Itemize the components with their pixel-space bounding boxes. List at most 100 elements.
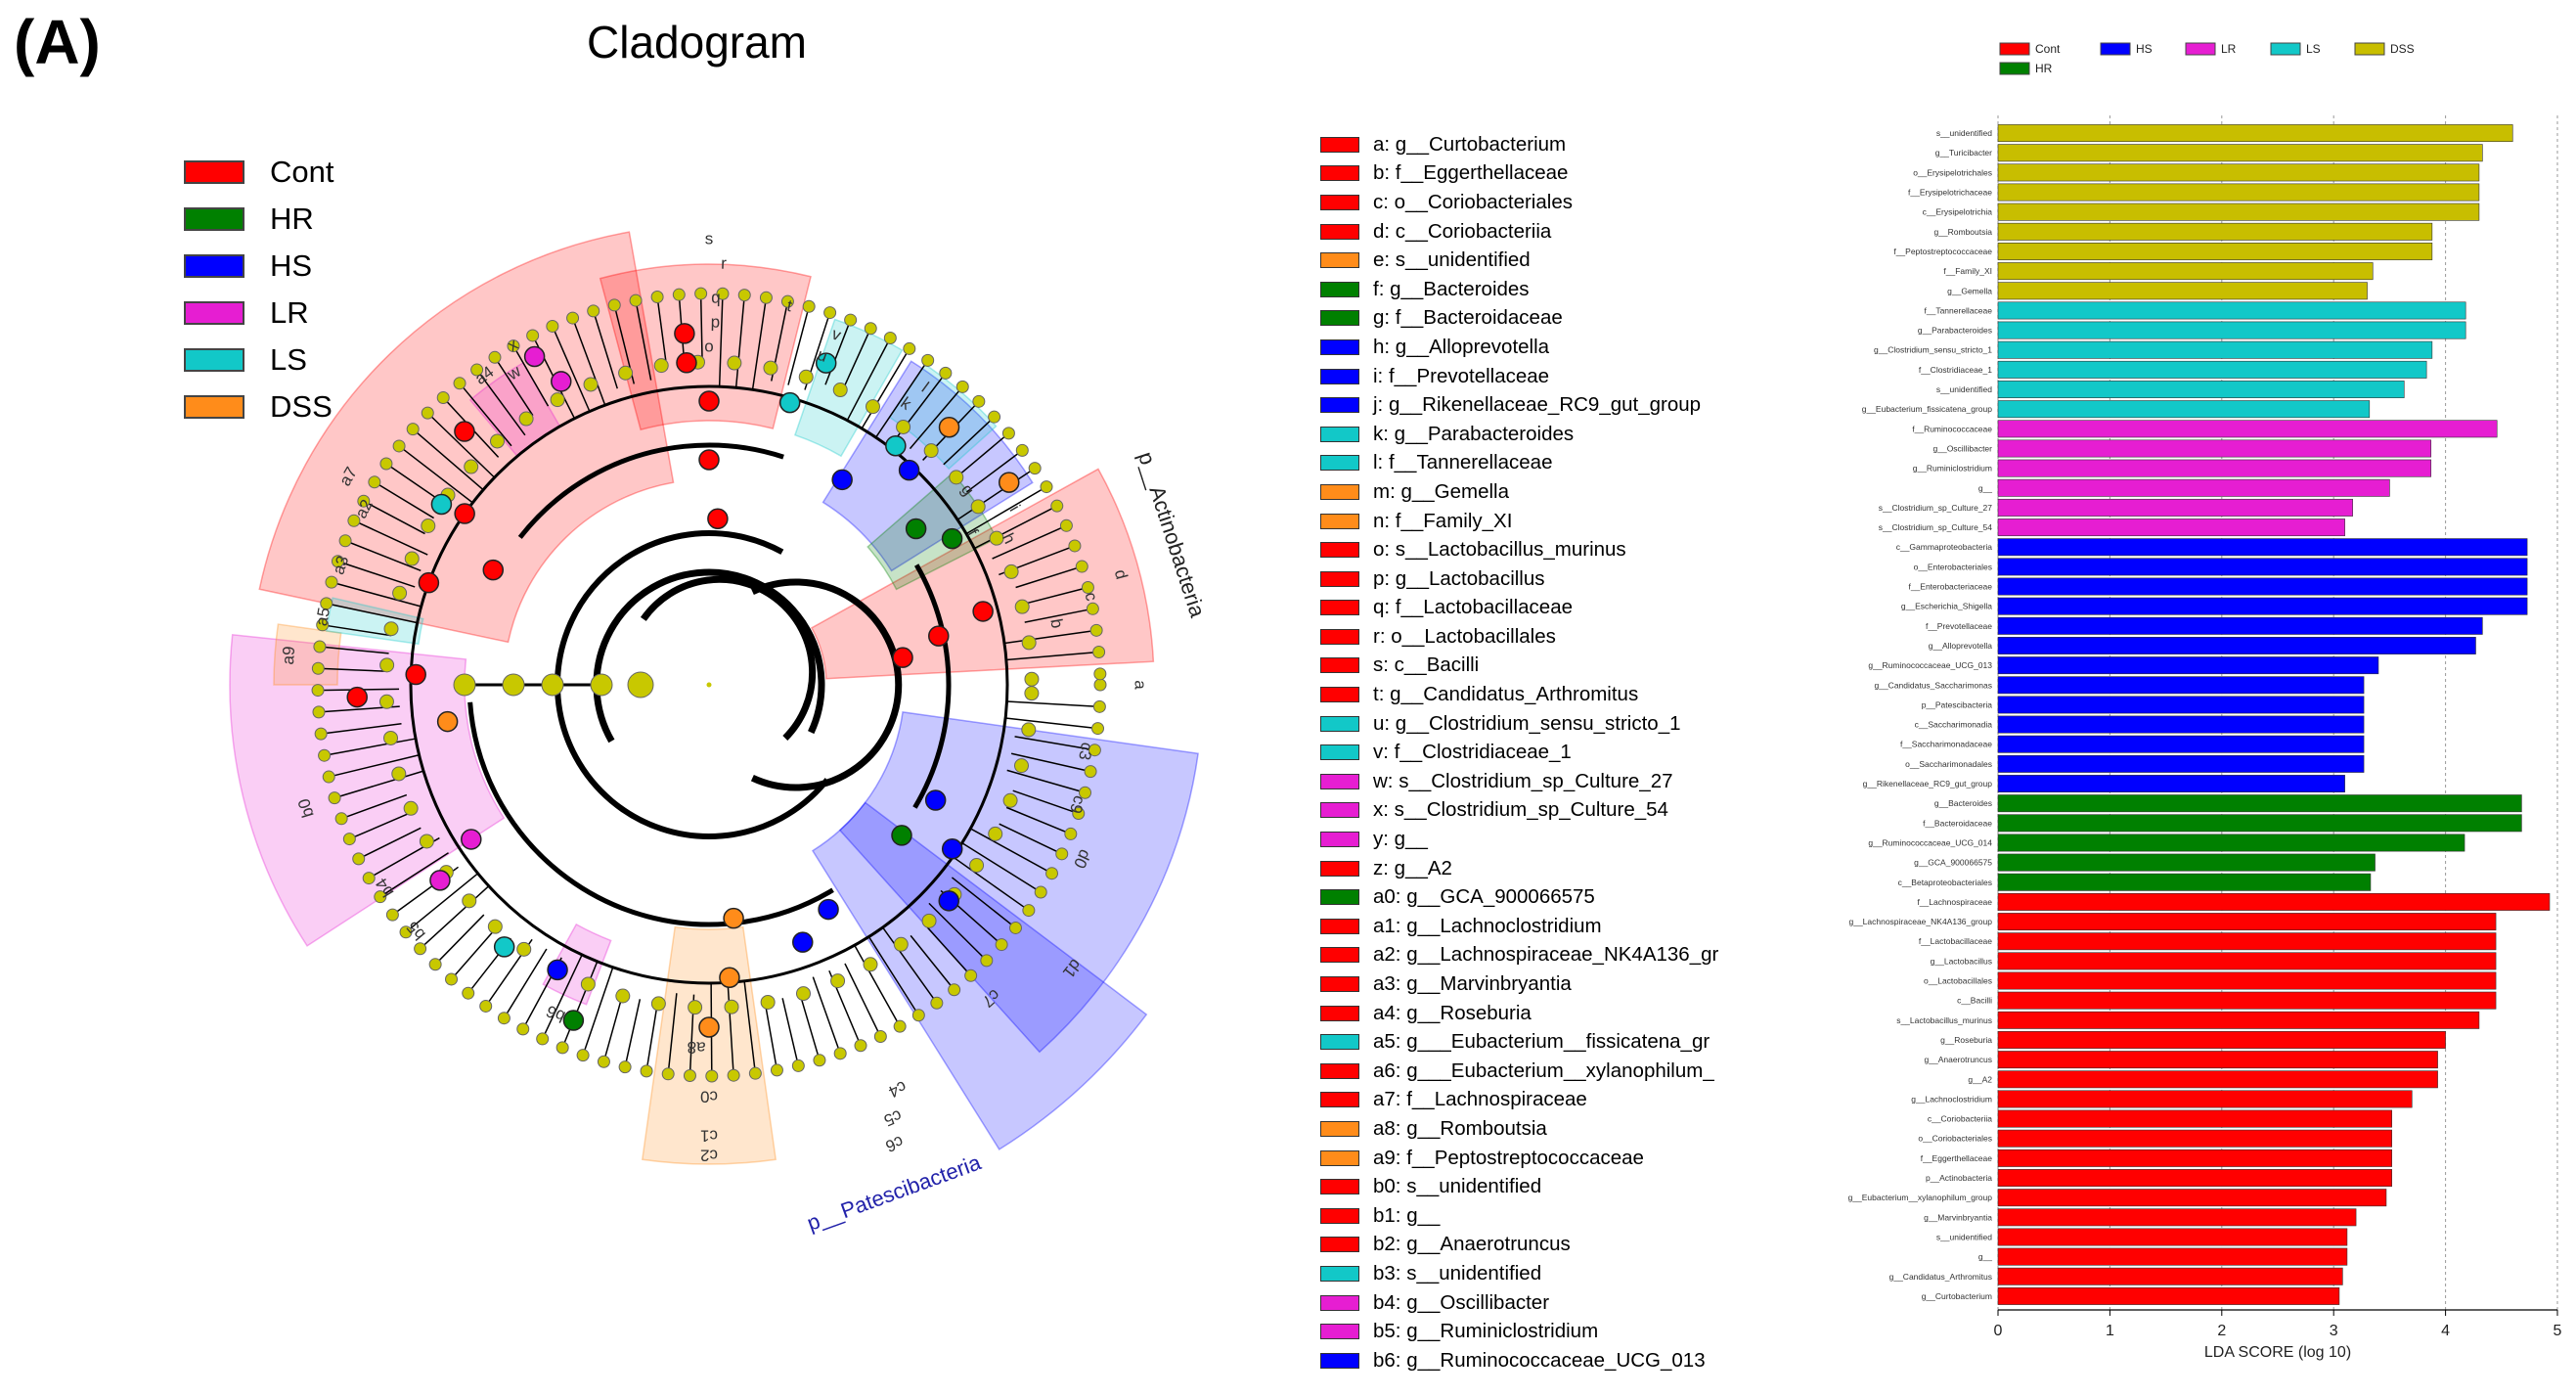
bar-label: f__Prevotellaceae [1926, 621, 1992, 631]
tree-node [1014, 599, 1030, 614]
bar [1997, 1149, 2392, 1167]
tree-branch [329, 753, 420, 778]
bar [1997, 1228, 2348, 1246]
taxon-label: h: g__Alloprevotella [1373, 335, 1550, 358]
bar [1997, 1286, 2340, 1305]
taxon-swatch [1320, 600, 1359, 616]
tree-node [1079, 786, 1092, 799]
tree-node [930, 996, 944, 1010]
taxon-label: t: g__Candidatus_Arthromitus [1373, 683, 1639, 706]
bar [1997, 518, 2345, 537]
legend-label: HR [2035, 62, 2053, 75]
tree-node [1045, 867, 1059, 880]
tree-node [988, 410, 1001, 424]
bar-label: c__Saccharimonadia [1915, 720, 1993, 730]
bar-label: g__Ruminiclostridium [1913, 464, 1992, 473]
tree-node [833, 1047, 847, 1060]
tree-branch [476, 369, 526, 436]
taxon-label: a0: g__GCA_900066575 [1373, 885, 1595, 909]
tree-branch [412, 428, 484, 491]
panel-label: (A) [14, 7, 101, 77]
tree-node [526, 329, 540, 342]
tree-branch [787, 306, 810, 385]
tree-node [392, 439, 406, 453]
biomarker-node [815, 352, 837, 374]
group-legend-item: DSS [184, 383, 333, 430]
taxon-label: a9: f__Peptostreptococcaceae [1373, 1146, 1644, 1169]
taxon-swatch [1320, 513, 1359, 529]
biomarker-node [405, 663, 426, 686]
bar-label: g__Anaerotruncus [1925, 1055, 1992, 1064]
biomarker-node [905, 518, 927, 540]
tree-branch [318, 667, 388, 672]
tree-node [1015, 443, 1029, 457]
taxa-legend-item: n: f__Family_XI [1320, 507, 1731, 536]
bars: s__unidentified g__Turicibacter o__Erysipe… [1848, 124, 2551, 1305]
taxon-label: v: f__Clostridiaceae_1 [1373, 741, 1572, 764]
taxon-swatch [1320, 165, 1359, 182]
taxon-swatch [1320, 281, 1359, 297]
taxon-label: k: g__Parabacteroides [1373, 422, 1575, 445]
root-node [706, 682, 712, 688]
biomarker-node [892, 647, 913, 668]
biomarker-node [707, 508, 729, 529]
tree-node [1022, 904, 1036, 918]
legend-label: DSS [2390, 42, 2415, 56]
bar-label: g__Ruminococcaceae_UCG_013 [1868, 660, 1992, 670]
bar-label: f__Peptostreptococcaceae [1893, 247, 1992, 256]
tree-node [1003, 563, 1019, 579]
tree-node [763, 360, 778, 376]
tree-node [618, 1060, 632, 1074]
tree-branch [420, 885, 490, 950]
bar [1997, 735, 2365, 753]
taxa-legend-item: d: c__Coriobacteriia [1320, 217, 1731, 247]
bar-label: s__Clostridium_sp_Culture_27 [1879, 503, 1993, 513]
tree-branch [385, 463, 444, 504]
biomarker-node [547, 959, 568, 981]
chart-legend: Cont HS LR LS DSS HR [1999, 42, 2415, 75]
taxa-legend-item: a9: f__Peptostreptococcaceae [1320, 1144, 1731, 1173]
taxon-label: a7: f__Lachnospiraceae [1373, 1088, 1587, 1111]
tree-node [414, 942, 427, 956]
tree-node [724, 999, 739, 1014]
taxon-swatch [1320, 1237, 1359, 1253]
legend-label: LR [2221, 42, 2237, 56]
clade-code: d [1111, 567, 1132, 581]
tree-branch [374, 481, 434, 519]
bar [1997, 892, 2551, 911]
taxa-legend-item: a: g__Curtobacterium [1320, 130, 1731, 159]
tree-branch [854, 944, 901, 1027]
tree-branch [571, 317, 606, 406]
taxa-legend-item: a4: g__Roseburia [1320, 999, 1731, 1028]
tree-node [580, 976, 596, 992]
taxa-legend-item: v: f__Clostridiaceae_1 [1320, 738, 1731, 767]
tree-node [813, 1054, 826, 1067]
taxa-legend-item: l: f__Tannerellaceae [1320, 449, 1731, 478]
x-axis: 0 1 2 3 4 5 LDA SCORE (log 10) [1994, 1309, 2562, 1361]
taxa-legend-item: b2: g__Anaerotruncus [1320, 1231, 1731, 1260]
taxa-legend-item: a2: g__Lachnospiraceae_NK4A136_gr [1320, 941, 1731, 970]
biomarker-node [998, 472, 1020, 493]
tree-node [378, 694, 394, 709]
taxon-label: b2: g__Anaerotruncus [1373, 1233, 1571, 1256]
tick-label: 3 [2330, 1323, 2338, 1339]
legend-swatch [1999, 62, 2030, 75]
tree-node [587, 304, 600, 318]
bar-label: g__Lactobacillus [1931, 956, 1992, 966]
clade-highlight [822, 360, 1034, 572]
group-legend-item: HS [184, 243, 333, 290]
taxon-swatch [1320, 628, 1359, 645]
tree-node [325, 575, 338, 589]
bar [1997, 616, 2483, 635]
bar [1997, 656, 2379, 675]
clade-code: c6 [883, 1132, 907, 1155]
taxon-label: l: f__Tannerellaceae [1373, 451, 1553, 474]
biomarker-node [938, 416, 960, 438]
tree-node [331, 555, 344, 568]
bar [1997, 1031, 2446, 1049]
bar-label: f__Clostridiaceae_1 [1919, 365, 1992, 375]
bar [1997, 991, 2497, 1010]
tree-branch [667, 993, 678, 1074]
clade-code: a8 [687, 1038, 706, 1058]
tree-branch [965, 449, 1023, 493]
